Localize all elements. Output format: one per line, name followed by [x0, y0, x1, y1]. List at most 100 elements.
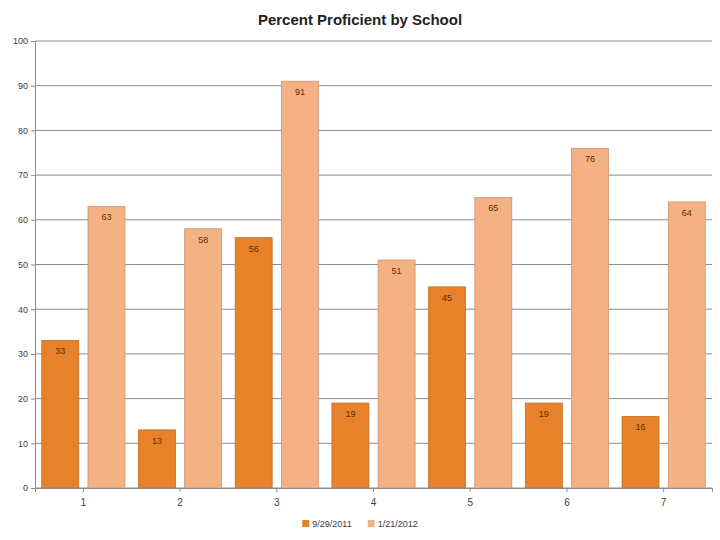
- legend-item: 1/21/2012: [368, 519, 418, 529]
- y-tick-mark: [31, 86, 35, 87]
- bar: [235, 238, 272, 488]
- bar: [332, 403, 369, 488]
- data-label: 51: [392, 266, 402, 276]
- x-tick-label: 3: [274, 497, 280, 508]
- x-tick-mark: [470, 488, 471, 492]
- y-tick-label: 70: [18, 170, 28, 180]
- y-tick-mark: [31, 354, 35, 355]
- grid: [35, 41, 712, 488]
- data-label: 19: [539, 409, 549, 419]
- x-tick-label: 4: [371, 497, 377, 508]
- y-tick-mark: [31, 175, 35, 176]
- bar: [138, 430, 175, 488]
- y-tick-label: 0: [23, 483, 28, 493]
- y-tick: 90: [18, 81, 35, 91]
- x-tick-mark: [663, 488, 664, 492]
- x-tick: 6: [564, 488, 570, 508]
- grid-line: [35, 41, 712, 42]
- bar: [429, 287, 466, 488]
- bar: [572, 148, 609, 488]
- grid-line: [35, 175, 712, 176]
- grid-line: [35, 264, 712, 265]
- x-tick-mark: [566, 488, 567, 492]
- data-labels: 3313561945191663589151657664: [55, 87, 692, 446]
- grid-line: [35, 219, 712, 220]
- data-label: 13: [152, 436, 162, 446]
- legend-item: 9/29/2011: [302, 519, 351, 529]
- y-tick: 70: [18, 170, 35, 180]
- y-tick: 10: [18, 439, 35, 449]
- y-tick: 100: [13, 36, 35, 46]
- grid-line: [35, 443, 712, 444]
- y-tick: 20: [18, 394, 35, 404]
- y-tick: 40: [18, 305, 35, 315]
- data-label: 91: [295, 87, 305, 97]
- x-tick-label: 1: [81, 497, 87, 508]
- x-tick-mark: [373, 488, 374, 492]
- x-tick-label: 5: [467, 497, 473, 508]
- legend: 9/29/2011 1/21/2012: [302, 519, 417, 529]
- y-tick-label: 40: [18, 305, 28, 315]
- x-tick-label: 2: [177, 497, 183, 508]
- legend-label: 1/21/2012: [378, 519, 418, 529]
- data-label: 19: [345, 409, 355, 419]
- y-tick-mark: [31, 265, 35, 266]
- grid-line: [35, 398, 712, 399]
- y-tick-mark: [31, 220, 35, 221]
- grid-line: [35, 130, 712, 131]
- data-label: 63: [101, 212, 111, 222]
- y-tick-mark: [31, 488, 35, 489]
- data-label: 56: [249, 244, 259, 254]
- plot: 0102030405060708090100123456733135619451…: [13, 36, 713, 508]
- chart: 0102030405060708090100123456733135619451…: [0, 0, 720, 540]
- x-tick: 5: [467, 488, 473, 508]
- y-tick: 80: [18, 126, 35, 136]
- legend-label: 9/29/2011: [312, 519, 351, 529]
- legend-swatch: [302, 520, 309, 527]
- x-tick: 4: [371, 488, 377, 508]
- x-tick-label: 7: [661, 497, 667, 508]
- grid-line: [35, 85, 712, 86]
- y-tick-label: 100: [13, 36, 28, 46]
- bar: [668, 202, 705, 488]
- y-tick-mark: [31, 309, 35, 310]
- bar: [88, 206, 125, 488]
- series: [42, 238, 659, 488]
- y-tick: 30: [18, 349, 35, 359]
- x-tick-label: 6: [564, 497, 570, 508]
- y-axis: 0 10 20 30 40 50 60 70 80 90 100: [13, 36, 36, 493]
- legend-swatch: [368, 520, 375, 527]
- data-label: 16: [636, 422, 646, 432]
- y-tick-label: 60: [18, 215, 28, 225]
- y-tick-label: 30: [18, 349, 28, 359]
- x-tick: 7: [661, 488, 667, 508]
- x-axis-line: [36, 489, 713, 493]
- data-label: 64: [682, 208, 692, 218]
- data-label: 45: [442, 293, 452, 303]
- bar: [525, 403, 562, 488]
- series: [88, 81, 705, 488]
- y-tick-mark: [31, 130, 35, 131]
- bar: [185, 229, 222, 488]
- y-tick: 0: [23, 483, 35, 493]
- y-tick: 50: [18, 260, 35, 270]
- data-label: 65: [488, 203, 498, 213]
- x-tick: 2: [177, 488, 183, 508]
- y-tick-mark: [31, 41, 35, 42]
- data-label: 58: [198, 235, 208, 245]
- y-tick-label: 20: [18, 394, 28, 404]
- grid-line: [35, 353, 712, 354]
- bar: [622, 416, 659, 488]
- y-axis-line: [31, 42, 36, 489]
- bar: [378, 260, 415, 488]
- grid-line: [35, 309, 712, 310]
- title: Percent Proficient by School: [258, 11, 462, 28]
- bars: [42, 81, 705, 488]
- x-tick: 3: [274, 488, 280, 508]
- bar: [42, 340, 79, 488]
- bar: [281, 81, 318, 488]
- x-axis: 1 2 3 4 5 6 7: [36, 488, 713, 508]
- y-tick-label: 90: [18, 81, 28, 91]
- y-tick-label: 80: [18, 126, 28, 136]
- bar: [475, 197, 512, 488]
